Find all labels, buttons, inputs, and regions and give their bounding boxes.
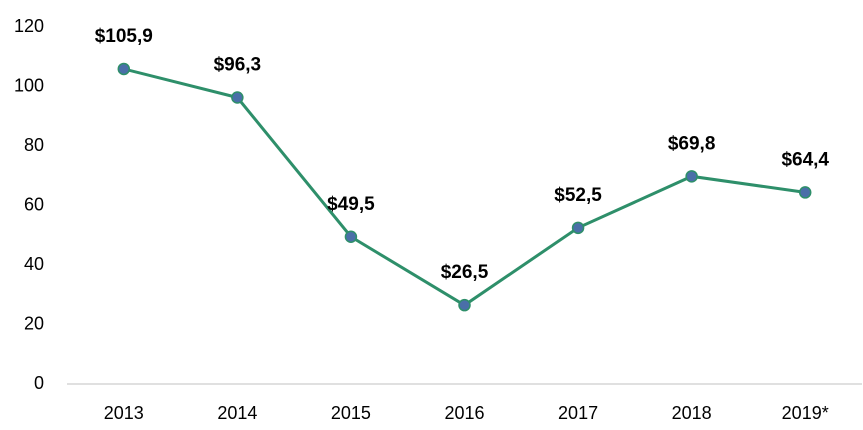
y-tick-label: 0: [34, 373, 44, 393]
y-tick-label: 80: [24, 135, 44, 155]
x-tick-label: 2019*: [782, 403, 829, 423]
marker: [685, 170, 698, 183]
value-label: $105,9: [95, 26, 153, 47]
x-tick-label: 2016: [444, 403, 484, 423]
x-tick-label: 2015: [331, 403, 371, 423]
marker: [344, 230, 358, 243]
marker: [571, 221, 585, 235]
marker: [231, 91, 244, 104]
y-tick-label: 120: [14, 16, 44, 36]
x-tick-label: 2018: [672, 403, 712, 423]
y-tick-label: 60: [24, 194, 44, 214]
x-tick-label: 2013: [104, 403, 144, 423]
marker: [458, 298, 471, 312]
x-tick-label: 2014: [217, 403, 257, 423]
y-tick-label: 20: [24, 313, 44, 333]
value-label: $69,8: [668, 133, 716, 154]
value-label: $26,5: [441, 262, 489, 283]
y-tick-label: 100: [14, 75, 44, 95]
value-label: $64,4: [781, 149, 829, 170]
value-label: $49,5: [327, 194, 375, 215]
value-label: $52,5: [554, 185, 602, 206]
marker: [117, 62, 131, 76]
x-tick-label: 2017: [558, 403, 598, 423]
marker: [798, 186, 812, 199]
value-label: $96,3: [214, 55, 262, 76]
y-tick-label: 40: [24, 254, 44, 274]
